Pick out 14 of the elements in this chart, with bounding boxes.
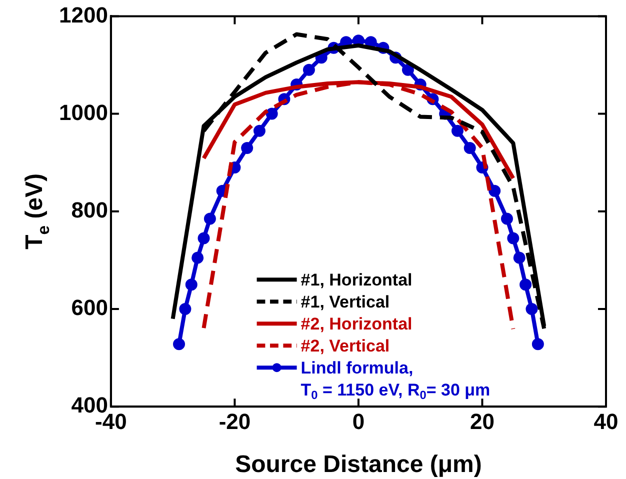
legend-label: #1, Vertical (300, 292, 390, 312)
x-axis-title: Source Distance (μm) (235, 451, 482, 478)
x-tick-label: 40 (594, 408, 618, 434)
x-tick-label: 20 (470, 408, 494, 434)
legend-label: #2, Horizontal (300, 314, 412, 334)
y-tick-label: 1200 (58, 2, 108, 28)
y-tick-label: 600 (71, 295, 108, 320)
x-tick-label: -20 (218, 408, 251, 434)
y-axis-title: Te (eV) (21, 173, 54, 250)
legend-label: #2, Vertical (300, 336, 390, 356)
y-tick-label: 800 (71, 197, 108, 222)
y-tick-label: 1000 (58, 100, 108, 125)
legend-label: #1, Horizontal (300, 270, 412, 290)
x-tick-label: 0 (352, 408, 365, 434)
